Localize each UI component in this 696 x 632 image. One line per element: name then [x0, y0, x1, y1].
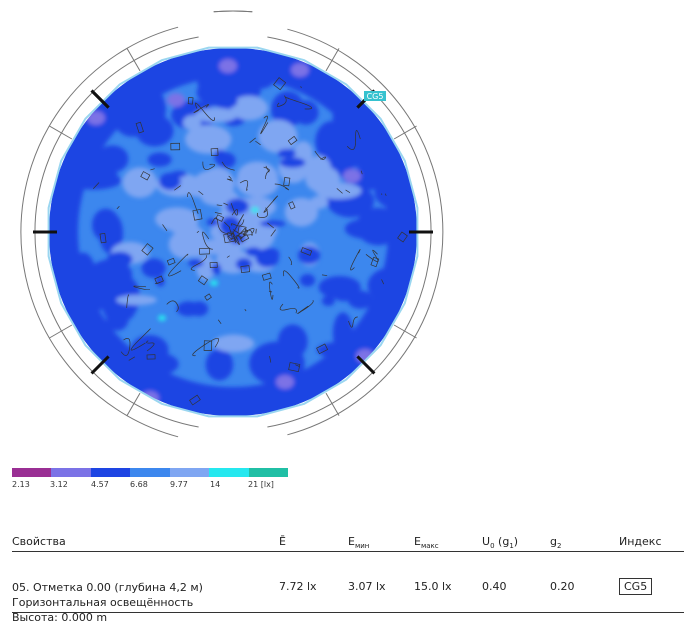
floor-plan-isolux: CG5 [20, 10, 444, 438]
value-min: 3.07 lx [348, 580, 386, 593]
legend-label-6: 14 [210, 480, 221, 489]
legend-swatch-1 [12, 468, 52, 477]
value-u0: 0.40 [482, 580, 507, 593]
table-row: 05. Отметка 0.00 (глубина 4,2 м) Горизон… [12, 552, 684, 624]
col-g2: g2 [550, 535, 562, 551]
col-index: Индекс [619, 535, 662, 548]
illuminance-legend: 2.13 3.12 4.57 6.68 9.77 14 21 [lx] [12, 468, 292, 492]
results-table: Свойства Ē Eмин Eмакс U0 (g1) g2 Индекс … [12, 533, 684, 624]
isolux-fill [49, 48, 417, 416]
legend-swatch-3 [90, 468, 131, 477]
calc-tag-label: CG5 [367, 92, 384, 101]
value-g2: 0.20 [550, 580, 575, 593]
calc-surface-tag: CG5 [364, 91, 386, 101]
col-properties: Свойства [12, 535, 66, 548]
legend-swatch-5 [169, 468, 210, 477]
row-type: Горизонтальная освещённость [12, 596, 194, 609]
col-average: Ē [279, 535, 286, 548]
legend-label-3: 4.57 [91, 480, 109, 489]
value-index: CG5 [619, 578, 653, 595]
table-header: Свойства Ē Eмин Eмакс U0 (g1) g2 Индекс [12, 533, 684, 552]
legend-label-2: 3.12 [50, 480, 68, 489]
legend-swatch-2 [51, 468, 91, 477]
row-title: 05. Отметка 0.00 (глубина 4,2 м) [12, 581, 203, 594]
legend-label-1: 2.13 [12, 480, 30, 489]
legend-colorbar [12, 468, 288, 477]
value-average: 7.72 lx [279, 580, 317, 593]
legend-swatch-6 [209, 468, 249, 477]
row-height: Высота: 0.000 m [12, 611, 108, 624]
building-walls [20, 10, 444, 438]
value-max: 15.0 lx [414, 580, 452, 593]
col-max: Eмакс [414, 535, 439, 551]
legend-swatch-4 [130, 468, 170, 477]
legend-swatch-7 [248, 468, 288, 477]
room-outline [47, 46, 419, 418]
row-description: 05. Отметка 0.00 (глубина 4,2 м) Горизон… [12, 580, 203, 625]
legend-label-4: 6.68 [130, 480, 148, 489]
col-min: Eмин [348, 535, 370, 551]
col-u0: U0 (g1) [482, 535, 519, 551]
legend-label-7: 21 [lx] [248, 480, 274, 489]
legend-label-5: 9.77 [170, 480, 188, 489]
